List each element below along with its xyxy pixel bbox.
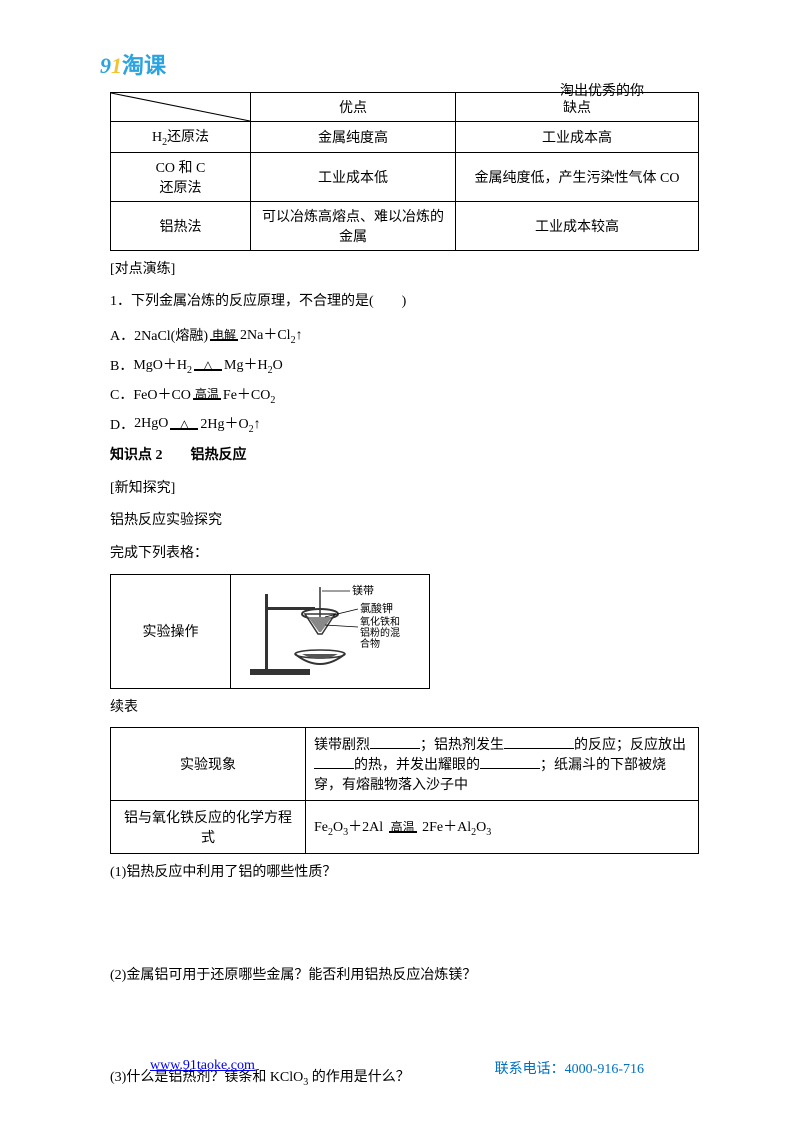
practice-header: [对点演练] <box>110 257 699 284</box>
comparison-table: 优点 缺点 H2还原法 金属纯度高 工业成本高 CO 和 C 还原法 工业成本低… <box>110 92 699 251</box>
page-footer: www.91taoke.com 联系电话：4000-916-716 <box>0 1058 794 1078</box>
logo-1: 1 <box>111 53 122 78</box>
row3-con: 工业成本较高 <box>456 201 699 250</box>
slogan-text: 淘出优秀的你 <box>560 80 644 100</box>
row2-con: 金属纯度低，产生污染性气体 CO <box>456 152 699 201</box>
experiment-table: 实验操作 <box>110 574 430 689</box>
experiment-title: 铝热反应实验探究 <box>110 508 699 535</box>
svg-text:氧化铁和: 氧化铁和 <box>360 615 400 628</box>
svg-text:氯酸钾: 氯酸钾 <box>360 601 393 615</box>
logo-text: 淘课 <box>122 53 166 78</box>
svg-text:铝粉的混: 铝粉的混 <box>360 626 400 639</box>
row2-method: CO 和 C 还原法 <box>111 152 251 201</box>
row1-con: 工业成本高 <box>456 122 699 153</box>
footer-phone: 联系电话：4000-916-716 <box>495 1058 644 1078</box>
exp-diagram-cell: 镁带 氯酸钾 氧化铁和 铝粉的混 合物 <box>231 574 430 688</box>
sub-question-1: (1)铝热反应中利用了铝的哪些性质？ <box>110 860 699 887</box>
option-c: C． FeO＋CO 高温 Fe＋CO2 <box>110 384 699 406</box>
obs-label: 实验现象 <box>111 728 306 801</box>
row3-pro: 可以冶炼高熔点、难以冶炼的金属 <box>251 201 456 250</box>
row1-pro: 金属纯度高 <box>251 122 456 153</box>
diagonal-header <box>111 93 251 122</box>
row3-method: 铝热法 <box>111 201 251 250</box>
svg-text:合物: 合物 <box>360 637 380 650</box>
new-knowledge-header: [新知探究] <box>110 476 699 503</box>
question-1: 1．下列金属冶炼的反应原理，不合理的是( ) <box>110 289 699 316</box>
experiment-diagram: 镁带 氯酸钾 氧化铁和 铝粉的混 合物 <box>240 579 420 679</box>
footer-link[interactable]: www.91taoke.com <box>150 1058 255 1078</box>
knowledge-point-2: 知识点 2 铝热反应 <box>110 443 699 470</box>
exp-op-label: 实验操作 <box>111 574 231 688</box>
row2-pro: 工业成本低 <box>251 152 456 201</box>
continue-table: 续表 <box>110 695 699 722</box>
obs-text: 镁带剧烈；铝热剂发生的反应；反应放出的热，并发出耀眼的；纸漏斗的下部被烧穿，有熔… <box>306 728 699 801</box>
eq-cell: Fe2O3＋2Al 高温 2Fe＋Al2O3 <box>306 801 699 854</box>
option-d: D． 2HgO △ 2Hg＋O2↑ <box>110 413 699 435</box>
logo-9: 9 <box>100 53 111 78</box>
option-b: B． MgO＋H2 △ Mg＋H2O <box>110 354 699 376</box>
complete-table-text: 完成下列表格： <box>110 541 699 568</box>
eq-label: 铝与氧化铁反应的化学方程式 <box>111 801 306 854</box>
row1-method: H2还原法 <box>111 122 251 153</box>
header-pro: 优点 <box>251 93 456 122</box>
option-a: A． 2NaCl(熔融) 电解 2Na＋Cl2↑ <box>110 324 699 346</box>
observation-table: 实验现象 镁带剧烈；铝热剂发生的反应；反应放出的热，并发出耀眼的；纸漏斗的下部被… <box>110 727 699 854</box>
svg-text:镁带: 镁带 <box>352 583 374 597</box>
sub-question-2: (2)金属铝可用于还原哪些金属？能否利用铝热反应冶炼镁？ <box>110 963 699 990</box>
brand-logo: 91淘课 <box>100 48 166 80</box>
